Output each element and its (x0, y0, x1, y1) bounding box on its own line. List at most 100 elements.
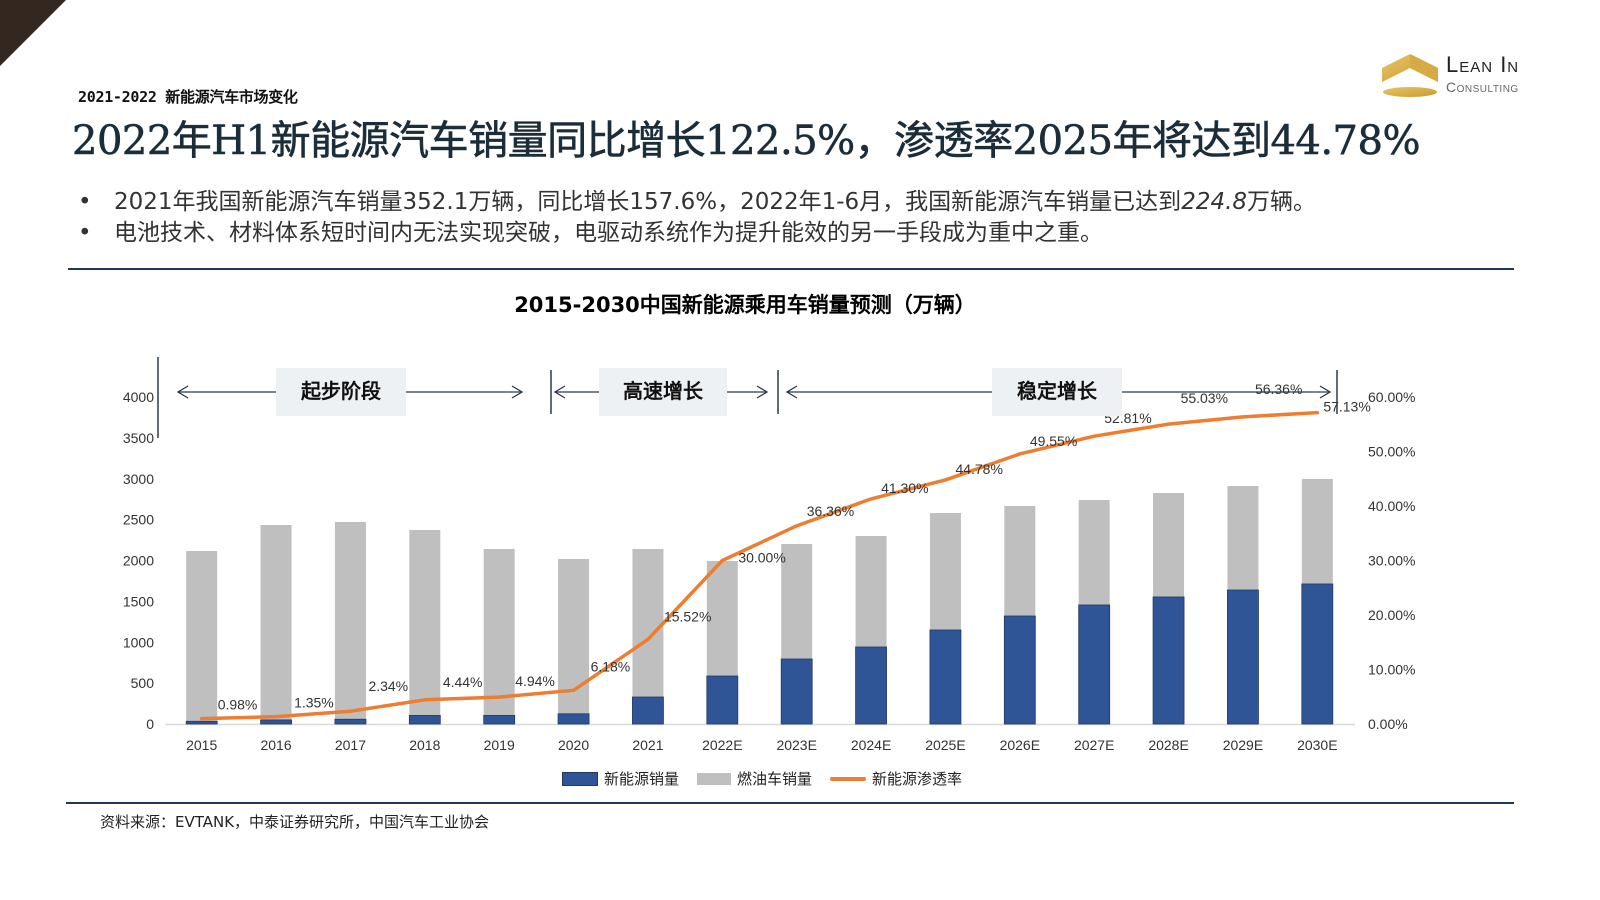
chart-title: 2015-2030中国新能源乘用车销量预测（万辆） (514, 293, 976, 317)
bar-nev (1227, 589, 1259, 725)
page-title: 2022年H1新能源汽车销量同比增长122.5%，渗透率2025年将达到44.7… (72, 118, 1421, 165)
data-label-penetration: 30.00% (738, 550, 785, 566)
data-label-penetration: 44.78% (955, 461, 1002, 477)
x-tick-label: 2020 (558, 737, 589, 753)
data-label-penetration: 57.13% (1323, 399, 1370, 415)
data-label-penetration: 2.34% (368, 678, 408, 694)
section-label: 2021-2022 新能源汽车市场变化 (78, 88, 298, 106)
x-tick-label: 2015 (186, 737, 217, 753)
phase-label-box (599, 368, 727, 416)
bullet-marker: • (78, 189, 92, 215)
legend-swatch-nev (562, 771, 598, 786)
bar-nev (557, 713, 590, 725)
bar-nev (706, 675, 739, 725)
x-tick-label: 2028E (1148, 737, 1188, 753)
y-right-tick-label: 10.00% (1368, 662, 1415, 678)
legend-swatch-ice (697, 772, 732, 785)
bar-ice (558, 559, 590, 714)
arrow-right-icon (1319, 385, 1332, 399)
divider-top (68, 268, 1514, 270)
data-label-penetration: 0.98% (218, 697, 258, 713)
bar-ice (260, 525, 292, 720)
y-left-tick-label: 1000 (123, 634, 154, 650)
data-label-penetration: 41.30% (881, 480, 928, 496)
phase-label: 起步阶段 (300, 379, 381, 403)
penetration-line (199, 410, 1320, 721)
bar-ice (781, 543, 813, 660)
data-label-penetration: 4.44% (443, 674, 483, 690)
legend-item-ice: 燃油车销量 (697, 768, 812, 789)
bullet-text: 2021年我国新能源汽车销量352.1万辆，同比增长157.6%，2022年1-… (114, 189, 1182, 215)
arrow-left-icon (176, 385, 189, 399)
y-left-tick-label: 3500 (123, 430, 154, 446)
bullet-text: 电池技术、材料体系短时间内无法实现突破，电驱动系统作为提升能效的另一手段成为重中… (114, 220, 1103, 246)
bar-ice (632, 548, 664, 698)
x-tick-label: 2019 (484, 737, 515, 753)
house-roof-icon (1382, 54, 1438, 97)
x-tick-label: 2021 (632, 737, 663, 753)
bar-ice (186, 551, 218, 722)
x-tick-label: 2025E (925, 737, 965, 753)
x-tick-label: 2030E (1297, 737, 1337, 753)
bar-nev (1152, 596, 1185, 725)
y-right-tick-label: 20.00% (1368, 607, 1415, 623)
bullet-text-end: 万辆。 (1247, 189, 1317, 215)
bullet-item: • 2021年我国新能源汽车销量352.1万辆，同比增长157.6%，2022年1… (78, 182, 1317, 215)
bar-nev (1301, 583, 1334, 725)
bar-ice (1301, 478, 1333, 584)
y-left-tick-label: 3000 (123, 471, 154, 487)
bar-nev (855, 646, 887, 725)
bullet-item: • 电池技术、材料体系短时间内无法实现突破，电驱动系统作为提升能效的另一手段成为重… (78, 213, 1316, 246)
bar-nev (260, 719, 292, 725)
bar-nev (780, 658, 813, 725)
y-right-tick-label: 40.00% (1368, 498, 1415, 514)
logo-text-line2: Consulting (1446, 79, 1519, 95)
legend-label: 新能源渗透率 (872, 770, 963, 788)
divider-bottom (66, 802, 1514, 804)
bullet-list: • 2021年我国新能源汽车销量352.1万辆，同比增长157.6%，2022年1… (78, 182, 1317, 246)
x-tick-label: 2027E (1074, 737, 1114, 753)
data-label-penetration: 36.36% (807, 503, 854, 519)
bar-ice (855, 535, 887, 647)
data-label-penetration: 15.52% (664, 608, 711, 624)
arrow-right-icon (756, 385, 769, 399)
y-right-tick-label: 0.00% (1368, 716, 1408, 732)
bar-nev (483, 715, 516, 725)
y-right-tick-label: 30.00% (1368, 553, 1415, 569)
bar-ice (929, 513, 961, 630)
phase-label-box (992, 368, 1122, 416)
data-label-penetration: 55.03% (1181, 390, 1228, 406)
x-tick-label: 2018 (409, 737, 440, 753)
y-right-tick-label: 60.00% (1368, 389, 1415, 405)
bullet-marker: • (78, 220, 92, 246)
bar-ice (409, 530, 441, 716)
source-note: 资料来源：EVTANK，中泰证券研究所，中国汽车工业协会 (100, 813, 490, 831)
corner-decoration (0, 0, 66, 66)
x-tick-label: 2023E (776, 737, 816, 753)
legend-label: 新能源销量 (604, 770, 680, 788)
data-label-penetration: 1.35% (294, 695, 334, 711)
x-tick-label: 2029E (1223, 737, 1263, 753)
x-tick-label: 2026E (1000, 737, 1040, 753)
arrow-left-icon (785, 385, 798, 399)
bar-nev (1078, 604, 1111, 725)
bar-ice (1004, 505, 1036, 617)
phase-label: 稳定增长 (1017, 379, 1098, 403)
y-left-tick-label: 2500 (123, 512, 154, 528)
data-label-penetration: 4.94% (515, 673, 555, 689)
x-tick-label: 2022E (702, 737, 742, 753)
x-tick-label: 2016 (260, 737, 291, 753)
bar-ice (1153, 492, 1185, 597)
x-tick-label: 2017 (335, 737, 366, 753)
data-label-penetration: 6.18% (591, 658, 631, 674)
y-left-tick-label: 0 (146, 716, 154, 732)
legend-item-penetration: 新能源渗透率 (830, 768, 962, 789)
bar-ice (483, 548, 515, 716)
y-left-tick-label: 2000 (123, 553, 154, 569)
bar-nev (1003, 615, 1036, 725)
bar-ice (334, 521, 366, 720)
phase-label-box (276, 368, 406, 416)
company-logo: Lean In Consulting (1382, 52, 1542, 102)
arrow-right-icon (511, 385, 524, 399)
